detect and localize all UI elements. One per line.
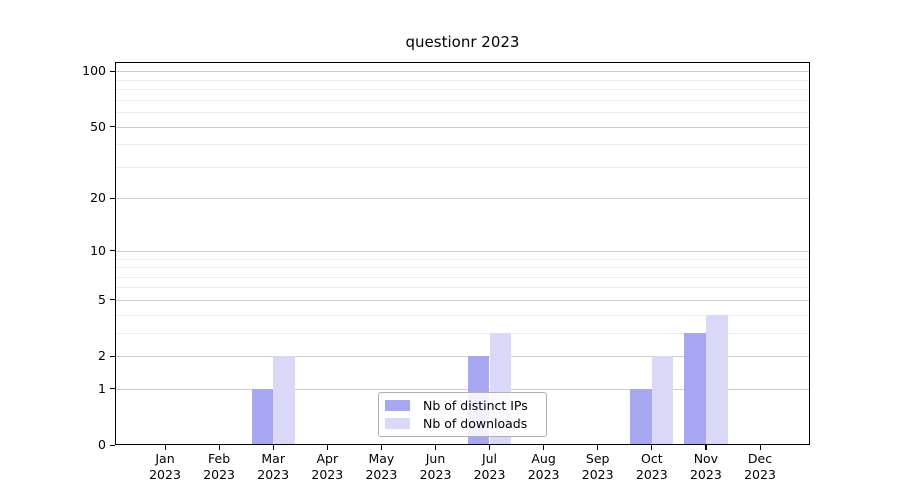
bar-distinct-ips xyxy=(251,388,274,445)
x-tick-month: Sep xyxy=(585,451,610,466)
x-tick-mark xyxy=(759,445,761,450)
y-tick-mark xyxy=(110,444,115,446)
y-tick-mark xyxy=(110,250,115,252)
legend-label: Nb of downloads xyxy=(423,416,528,431)
x-tick-year: 2023 xyxy=(203,467,235,482)
x-tick-year: 2023 xyxy=(149,467,181,482)
x-tick-label: Dec 2023 xyxy=(728,451,792,483)
y-tick-label: 2 xyxy=(98,348,106,363)
y-tick-label: 100 xyxy=(82,63,106,79)
y-tick-label: 1 xyxy=(98,380,106,396)
minor-gridline xyxy=(115,314,810,316)
x-tick-mark xyxy=(705,445,707,450)
x-tick-year: 2023 xyxy=(311,467,344,482)
x-tick-label: Mar 2023 xyxy=(241,451,305,483)
minor-gridline xyxy=(115,144,810,146)
x-tick-mark xyxy=(651,445,653,450)
x-tick-year: 2023 xyxy=(257,467,290,482)
minor-gridline xyxy=(115,111,810,113)
x-tick-mark xyxy=(272,445,274,450)
chart-title: questionr 2023 xyxy=(405,33,520,51)
x-tick-year: 2023 xyxy=(527,467,560,482)
x-tick-label: Apr 2023 xyxy=(295,451,359,483)
x-tick-label: Nov 2023 xyxy=(674,451,738,483)
y-tick-label: 5 xyxy=(98,291,106,307)
bar-distinct-ips xyxy=(630,388,652,445)
y-tick-label: 50 xyxy=(90,118,106,134)
x-tick-month: Jun xyxy=(425,451,446,466)
x-tick-year: 2023 xyxy=(689,467,722,482)
x-tick-mark xyxy=(380,445,383,450)
y-tick-mark xyxy=(110,126,115,128)
x-tick-month: Mar xyxy=(261,451,285,466)
x-tick-year: 2023 xyxy=(419,467,452,482)
x-tick-label: Aug 2023 xyxy=(512,451,576,483)
major-gridline xyxy=(115,250,810,252)
x-tick-label: Oct 2023 xyxy=(620,451,684,483)
x-tick-label: Sep 2023 xyxy=(566,451,630,483)
x-tick-mark xyxy=(326,445,328,450)
x-tick-year: 2023 xyxy=(473,467,506,482)
major-gridline xyxy=(115,198,810,200)
minor-gridline xyxy=(115,89,810,90)
x-tick-month: Dec xyxy=(747,451,773,466)
bar-downloads xyxy=(273,356,295,445)
minor-gridline xyxy=(115,258,810,260)
bar-distinct-ips xyxy=(684,332,706,445)
y-tick-label: 20 xyxy=(90,190,106,206)
y-tick-mark xyxy=(110,70,115,72)
x-tick-month: Jan xyxy=(155,451,175,466)
legend-entry: Nb of distinct IPs xyxy=(385,398,540,413)
x-tick-mark xyxy=(543,445,545,450)
y-tick-label: 10 xyxy=(90,242,106,258)
bar-downloads xyxy=(651,356,674,445)
y-tick-mark xyxy=(110,299,115,301)
legend-entry: Nb of downloads xyxy=(385,416,540,431)
legend-swatch-downloads xyxy=(385,418,410,429)
x-tick-label: Feb 2023 xyxy=(187,451,251,483)
major-gridline xyxy=(115,126,810,128)
minor-gridline xyxy=(115,166,810,168)
legend-label: Nb of distinct IPs xyxy=(423,398,528,413)
y-tick-mark xyxy=(110,197,115,199)
x-tick-label: May 2023 xyxy=(349,451,413,483)
x-tick-month: Nov xyxy=(693,451,719,466)
major-gridline xyxy=(115,388,810,390)
x-tick-year: 2023 xyxy=(365,467,398,482)
legend: Nb of distinct IPs Nb of downloads xyxy=(378,392,547,437)
y-tick-mark xyxy=(110,388,115,390)
x-tick-month: May xyxy=(368,451,395,466)
y-tick-label: 0 xyxy=(98,437,106,452)
y-tick-mark xyxy=(110,355,115,357)
x-tick-mark xyxy=(435,445,437,450)
minor-gridline xyxy=(115,276,810,278)
plot-area: Nb of distinct IPs Nb of downloads xyxy=(115,62,810,445)
x-tick-mark xyxy=(164,445,166,450)
minor-gridline xyxy=(115,332,810,334)
x-tick-month: Apr xyxy=(316,451,339,466)
minor-gridline xyxy=(115,287,810,289)
x-tick-label: Jun 2023 xyxy=(404,451,468,483)
x-tick-month: Oct xyxy=(640,451,663,466)
major-gridline xyxy=(115,71,810,73)
x-tick-month: Aug xyxy=(531,451,556,466)
x-tick-month: Jul xyxy=(481,451,498,466)
x-tick-mark xyxy=(489,445,491,450)
minor-gridline xyxy=(115,99,810,101)
major-gridline xyxy=(115,299,810,301)
legend-swatch-distinct-ips xyxy=(385,400,410,411)
minor-gridline xyxy=(115,267,810,268)
x-tick-mark xyxy=(218,445,220,450)
x-tick-year: 2023 xyxy=(744,467,776,482)
x-tick-label: Jan 2023 xyxy=(133,451,197,483)
x-tick-month: Feb xyxy=(208,451,231,466)
x-tick-mark xyxy=(597,445,599,450)
x-tick-year: 2023 xyxy=(581,467,614,482)
minor-gridline xyxy=(115,79,810,81)
bar-downloads xyxy=(705,314,728,445)
major-gridline xyxy=(115,356,810,357)
x-tick-year: 2023 xyxy=(635,467,668,482)
x-tick-label: Jul 2023 xyxy=(458,451,522,483)
